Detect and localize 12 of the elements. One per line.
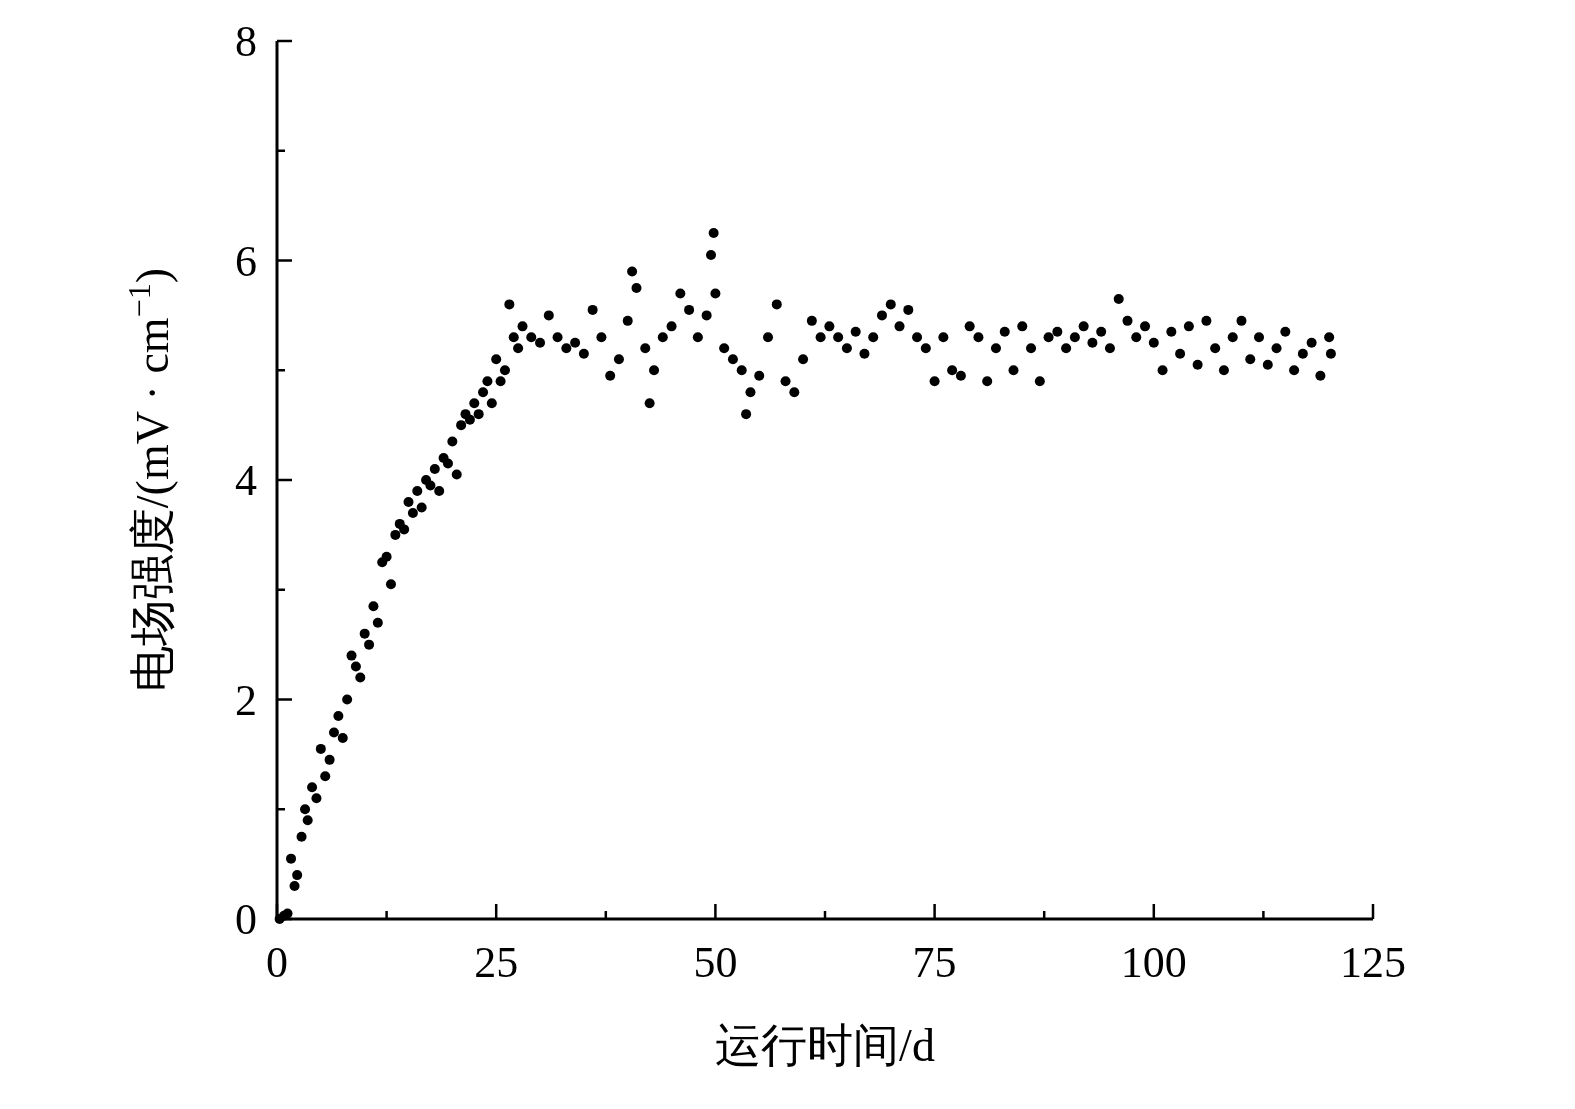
x-tick-label: 50: [693, 938, 738, 987]
x-tick-label: 75: [912, 938, 957, 987]
x-axis-title: 运行时间/d: [715, 1020, 935, 1071]
y-tick-label: 4: [235, 456, 257, 505]
y-tick-label: 2: [235, 675, 257, 725]
x-tick-label: 100: [1120, 938, 1187, 987]
y-tick-label: 0: [235, 895, 257, 944]
x-tick-label: 125: [1340, 938, 1406, 987]
x-tick-label: 0: [266, 938, 288, 987]
y-tick-label: 6: [235, 236, 257, 286]
y-tick-label: 8: [235, 17, 257, 66]
x-tick-label: 25: [474, 938, 519, 987]
